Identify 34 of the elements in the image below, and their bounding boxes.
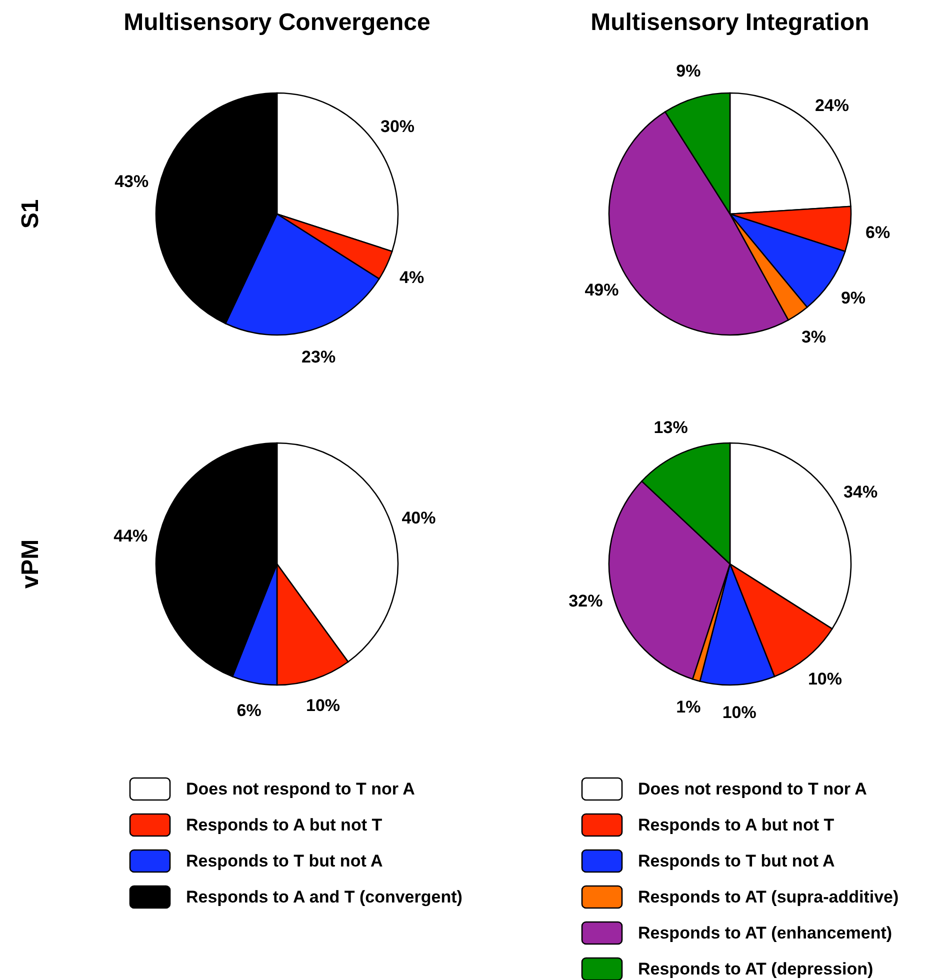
data-label: 43%: [114, 172, 149, 191]
data-label: 4%: [400, 268, 424, 287]
data-label: 9%: [840, 288, 866, 308]
chart-title: Multisensory Integration: [590, 9, 870, 36]
data-label: 10%: [808, 669, 842, 688]
legend-label: Responds to AT (enhancement): [638, 924, 892, 942]
data-label: 6%: [236, 700, 262, 720]
text: vPM: [17, 539, 44, 589]
legend-label: Responds to T but not A: [638, 852, 835, 870]
data-label: 13%: [654, 418, 688, 437]
legend-label: Responds to AT (supra-additive): [638, 888, 899, 906]
legend-label: Does not respond to T nor A: [186, 780, 415, 798]
legend-label: Responds to T but not A: [186, 852, 383, 870]
data-label: 1%: [676, 698, 701, 717]
data-label: 24%: [814, 96, 850, 115]
data-label: 30%: [380, 116, 415, 136]
data-label: 40%: [402, 508, 436, 528]
data-label: 3%: [801, 328, 826, 347]
legend-label: Does not respond to T nor A: [638, 780, 867, 798]
data-label: 32%: [568, 592, 603, 611]
data-label: 34%: [844, 482, 878, 502]
chart-title: Multisensory Convergence: [124, 9, 430, 36]
data-label: 9%: [676, 61, 701, 80]
legend-label: Responds to AT (depression): [638, 960, 874, 978]
data-label: 6%: [866, 223, 890, 242]
legend-label: Responds to A and T (convergent): [186, 888, 462, 906]
legend-label: Responds to A but not T: [638, 816, 835, 834]
text: S1: [17, 199, 44, 229]
data-label: 10%: [722, 703, 756, 722]
legend-label: Responds to A but not T: [186, 816, 383, 834]
data-label: 23%: [302, 348, 336, 367]
data-label: 10%: [306, 696, 340, 716]
data-label: 44%: [114, 526, 148, 546]
data-label: 49%: [584, 280, 619, 300]
